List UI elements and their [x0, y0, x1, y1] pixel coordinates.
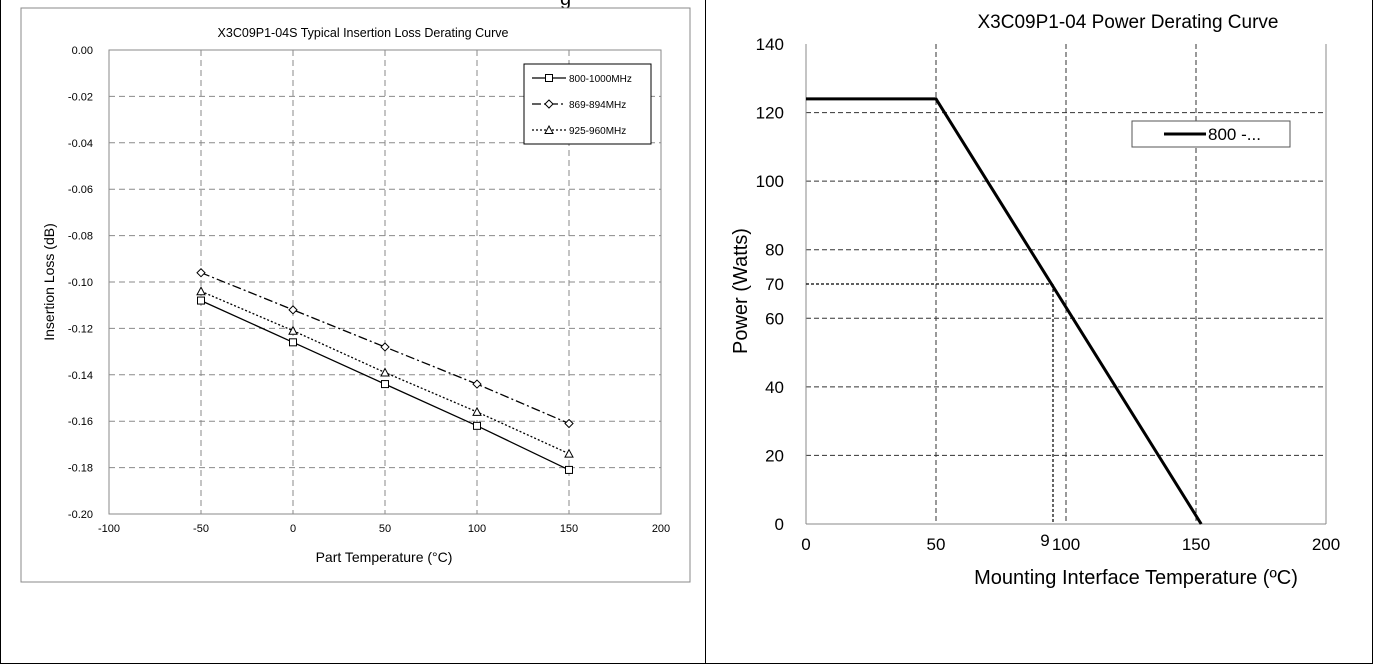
- y-tick-label: -0.08: [68, 231, 93, 243]
- data-point: [565, 465, 573, 474]
- x-tick-label: 0: [290, 523, 296, 535]
- y-tick-label: 40: [765, 378, 784, 397]
- legend-label: 925-960MHz: [569, 126, 626, 137]
- legend-label: 869-894MHz: [569, 100, 626, 111]
- x-tick-label: 200: [652, 523, 670, 535]
- x-tick-label: 50: [927, 535, 946, 554]
- y-tick-label: 20: [765, 446, 784, 465]
- x-tick-label: 200: [1312, 535, 1340, 554]
- chart-title: X3C09P1-04S Typical Insertion Loss Derat…: [218, 26, 509, 40]
- annotation-lines: 70 9: [765, 275, 1054, 550]
- data-point: [472, 379, 482, 389]
- data-point: [289, 338, 297, 347]
- legend: 800 -...: [1131, 120, 1291, 148]
- series-group: [806, 97, 1203, 525]
- y-axis-label: Insertion Loss (dB): [41, 223, 57, 341]
- data-point: [472, 406, 482, 416]
- data-point: [381, 380, 389, 389]
- y-tick-label: -0.12: [68, 323, 93, 335]
- y-tick-label: 80: [765, 241, 784, 260]
- legend: 800-1000MHz 869-894MHz 925-960MHz: [523, 63, 652, 145]
- data-point: [473, 421, 481, 430]
- y-tick-label: 0.00: [72, 45, 93, 57]
- series-group: [196, 268, 574, 474]
- legend-marker: [544, 124, 554, 134]
- legend-marker: [544, 99, 554, 109]
- guide-y-label: 70: [765, 275, 784, 294]
- data-point: [288, 305, 298, 315]
- left-table-cell: X3C09P1-04S Typical Insertion Loss Derat…: [0, 0, 706, 664]
- legend-marker: [545, 74, 553, 82]
- x-tick-label: 100: [1052, 535, 1080, 554]
- x-tick-label: 50: [379, 523, 391, 535]
- y-tick-label: -0.14: [68, 370, 93, 382]
- legend-box: [1131, 120, 1291, 148]
- x-tick-label: 100: [468, 523, 486, 535]
- series-line-power: [806, 97, 1203, 525]
- x-tick-label: 150: [560, 523, 578, 535]
- x-tick-label: 150: [1182, 535, 1210, 554]
- x-tick-label: -50: [193, 523, 209, 535]
- right-table-cell: X3C09P1-04 Power Derating Curve 0 20 40 60 8…: [705, 0, 1373, 664]
- y-tick-label: 60: [765, 309, 784, 328]
- y-tick-label: -0.18: [68, 463, 93, 475]
- y-axis-label: Power (Watts): [730, 228, 752, 354]
- legend-label: 800-1000MHz: [569, 74, 632, 85]
- legend-label: 800 -...: [1208, 125, 1261, 144]
- x-tick-label: 0: [801, 535, 810, 554]
- x-axis-label: Mounting Interface Temperature (ºC): [974, 567, 1298, 589]
- y-tick-label: -0.20: [68, 509, 93, 521]
- data-point: [196, 268, 206, 278]
- y-tick-label: -0.10: [68, 277, 93, 289]
- header-partial-text: g: [560, 0, 571, 11]
- series-line-869-894MHz: [200, 272, 570, 425]
- data-point: [288, 325, 298, 335]
- data-point: [380, 367, 390, 377]
- plot-area-border: [108, 49, 662, 515]
- y-tick-label: -0.06: [68, 184, 93, 196]
- tick-labels: 0.00 -0.02 -0.04 -0.06 -0.08 -0.10 -0.12 -0.14 -…: [68, 45, 670, 535]
- data-point: [197, 296, 205, 305]
- y-tick-label: 0: [775, 515, 784, 534]
- y-tick-label: 120: [756, 104, 784, 123]
- data-point: [564, 418, 574, 429]
- y-tick-label: -0.02: [68, 91, 93, 103]
- x-axis-label: Part Temperature (°C): [316, 549, 453, 565]
- x-tick-label: -100: [98, 523, 120, 535]
- data-point: [564, 448, 574, 458]
- power-derating-chart: X3C09P1-04 Power Derating Curve 0 20 40 60 8…: [730, 12, 1341, 589]
- y-tick-label: -0.16: [68, 416, 93, 428]
- data-point: [196, 286, 206, 296]
- guide-x-label: 9: [1040, 531, 1049, 550]
- y-tick-label: 100: [756, 172, 784, 191]
- y-tick-label: -0.04: [68, 138, 93, 150]
- y-tick-label: 140: [756, 35, 784, 54]
- tick-labels: 0 20 40 60 80 100 120 140 0 50 100 150 200: [756, 35, 1341, 554]
- data-point: [380, 342, 390, 352]
- insertion-loss-chart: X3C09P1-04S Typical Insertion Loss Derat…: [20, 7, 691, 583]
- chart-title: X3C09P1-04 Power Derating Curve: [978, 12, 1279, 33]
